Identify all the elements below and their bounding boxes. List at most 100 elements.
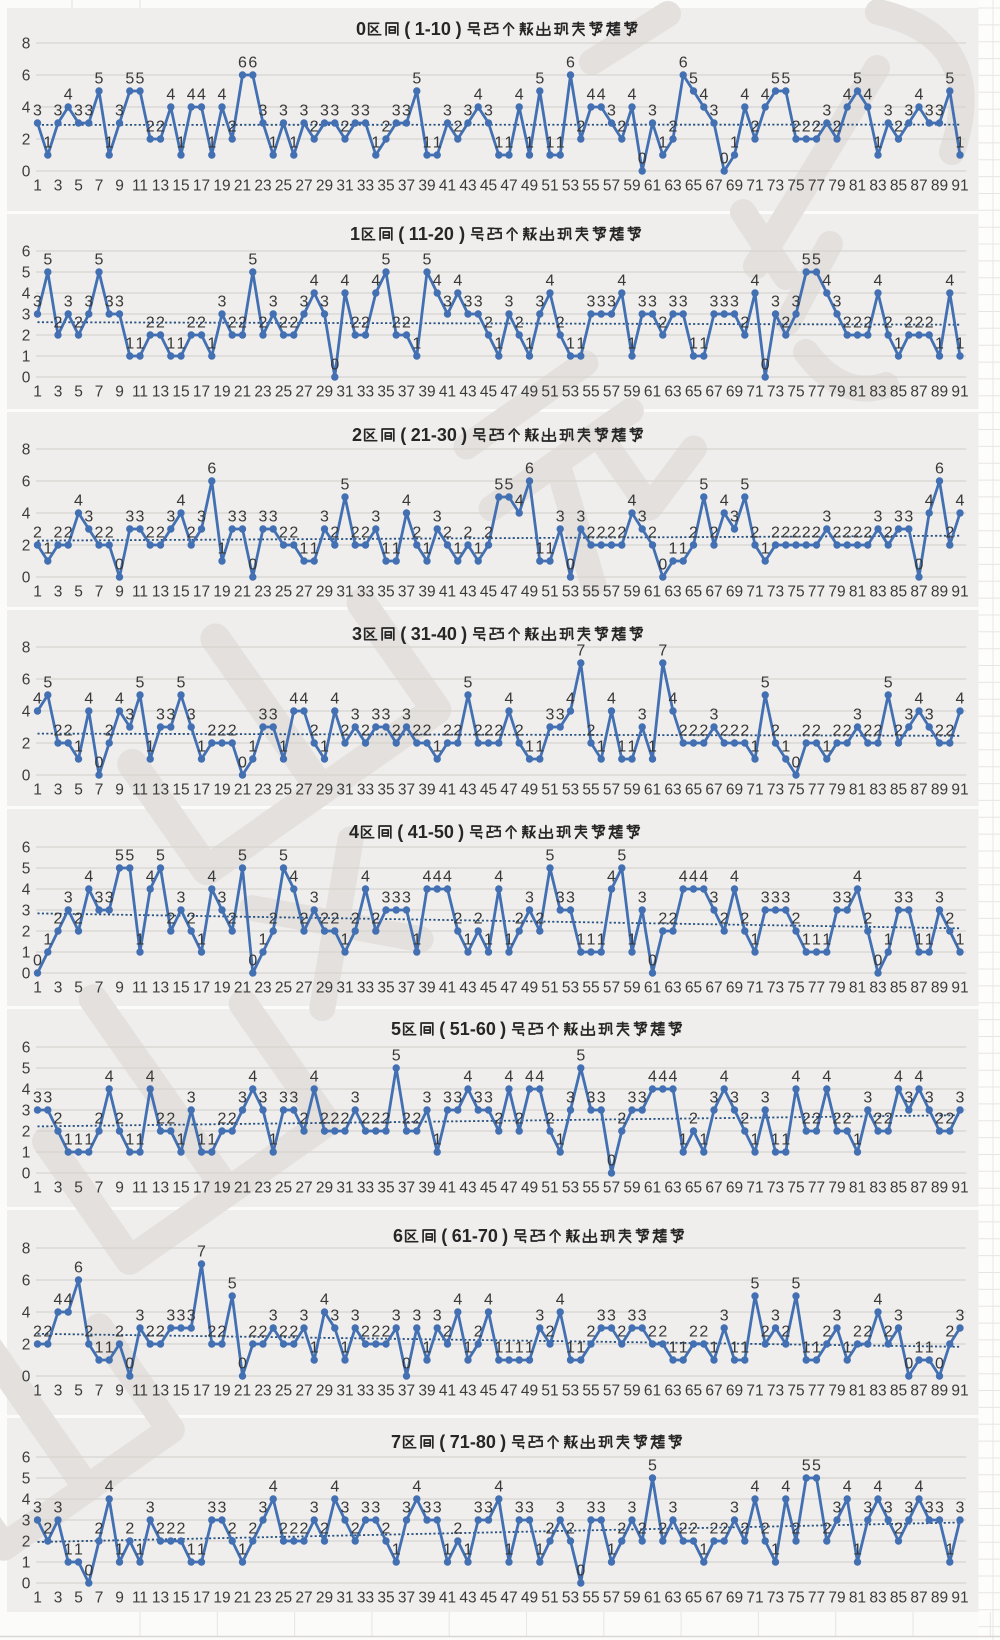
svg-text:3: 3 — [822, 103, 831, 120]
svg-text:2: 2 — [74, 911, 83, 928]
svg-text:3: 3 — [710, 890, 719, 907]
svg-text:3: 3 — [597, 294, 606, 311]
svg-text:2: 2 — [33, 525, 42, 542]
svg-text:2: 2 — [361, 723, 370, 740]
svg-text:2: 2 — [833, 525, 842, 542]
svg-text:2: 2 — [925, 315, 934, 332]
svg-text:2: 2 — [853, 1324, 862, 1341]
svg-text:0: 0 — [238, 1356, 247, 1373]
svg-text:3: 3 — [587, 1500, 596, 1517]
svg-text:65: 65 — [685, 1383, 702, 1400]
svg-text:1: 1 — [566, 336, 575, 353]
svg-text:3: 3 — [607, 294, 616, 311]
svg-text:73: 73 — [767, 1590, 784, 1607]
svg-text:37: 37 — [398, 782, 415, 799]
svg-text:4: 4 — [207, 869, 216, 886]
svg-text:5: 5 — [884, 675, 893, 692]
svg-text:5: 5 — [812, 1458, 821, 1475]
svg-text:0: 0 — [402, 1356, 411, 1373]
svg-text:1: 1 — [761, 541, 770, 558]
svg-text:43: 43 — [459, 1590, 476, 1607]
svg-text:19: 19 — [213, 782, 230, 799]
svg-text:5: 5 — [248, 252, 257, 269]
svg-text:1: 1 — [187, 1542, 196, 1559]
svg-text:2: 2 — [833, 1111, 842, 1128]
svg-text:67: 67 — [705, 1590, 722, 1607]
svg-text:2: 2 — [689, 1324, 698, 1341]
svg-text:21: 21 — [234, 980, 251, 997]
svg-text:4: 4 — [474, 87, 483, 104]
svg-text:3: 3 — [300, 294, 309, 311]
svg-text:1: 1 — [310, 541, 319, 558]
svg-text:2: 2 — [156, 119, 165, 136]
svg-text:5: 5 — [812, 252, 821, 269]
svg-text:2: 2 — [884, 525, 893, 542]
svg-text:5: 5 — [177, 675, 186, 692]
svg-text:3: 3 — [146, 1500, 155, 1517]
svg-text:4: 4 — [863, 87, 872, 104]
svg-text:0: 0 — [648, 953, 657, 970]
svg-text:7: 7 — [197, 1244, 206, 1261]
svg-text:2: 2 — [74, 315, 83, 332]
svg-text:25: 25 — [275, 178, 292, 195]
svg-text:2: 2 — [300, 911, 309, 928]
svg-text:3: 3 — [648, 103, 657, 120]
svg-text:1: 1 — [822, 932, 831, 949]
svg-text:5: 5 — [802, 252, 811, 269]
svg-text:73: 73 — [767, 1383, 784, 1400]
svg-text:3: 3 — [402, 707, 411, 724]
svg-text:5: 5 — [546, 848, 555, 865]
svg-text:2: 2 — [228, 315, 237, 332]
svg-text:83: 83 — [869, 980, 886, 997]
svg-text:2: 2 — [54, 315, 63, 332]
svg-text:1-10: 1-10 — [415, 19, 451, 39]
svg-text:55: 55 — [582, 980, 599, 997]
svg-text:(: ( — [397, 822, 403, 842]
svg-text:2: 2 — [884, 1111, 893, 1128]
svg-text:1: 1 — [300, 541, 309, 558]
svg-text:3: 3 — [505, 294, 514, 311]
svg-text:): ) — [456, 19, 462, 39]
svg-text:3: 3 — [84, 103, 93, 120]
svg-text:2: 2 — [22, 924, 31, 941]
svg-text:2: 2 — [771, 723, 780, 740]
svg-text:3: 3 — [904, 1500, 913, 1517]
svg-text:0: 0 — [792, 755, 801, 772]
svg-text:1: 1 — [607, 1542, 616, 1559]
svg-text:3: 3 — [956, 1308, 965, 1325]
svg-text:37: 37 — [398, 584, 415, 601]
svg-text:4: 4 — [822, 273, 831, 290]
svg-text:2: 2 — [576, 119, 585, 136]
svg-text:19: 19 — [213, 1180, 230, 1197]
svg-text:57: 57 — [603, 384, 620, 401]
svg-text:): ) — [458, 822, 464, 842]
svg-text:2: 2 — [54, 1111, 63, 1128]
svg-text:61: 61 — [644, 1180, 661, 1197]
svg-text:1: 1 — [423, 135, 432, 152]
svg-text:27: 27 — [295, 384, 312, 401]
svg-text:7: 7 — [95, 980, 104, 997]
svg-text:2: 2 — [412, 1111, 421, 1128]
svg-text:3: 3 — [300, 103, 309, 120]
svg-text:3: 3 — [669, 1500, 678, 1517]
svg-text:29: 29 — [316, 584, 333, 601]
svg-text:11: 11 — [132, 384, 148, 401]
svg-text:2: 2 — [352, 425, 362, 445]
svg-text:2: 2 — [22, 1124, 31, 1141]
svg-text:33: 33 — [357, 980, 374, 997]
svg-text:2: 2 — [207, 1324, 216, 1341]
svg-text:4: 4 — [894, 1069, 903, 1086]
svg-text:43: 43 — [459, 178, 476, 195]
svg-text:2: 2 — [822, 1324, 831, 1341]
svg-text:2: 2 — [412, 723, 421, 740]
svg-text:2: 2 — [320, 911, 329, 928]
svg-text:2: 2 — [156, 1521, 165, 1538]
svg-text:31-40: 31-40 — [411, 624, 457, 644]
svg-text:59: 59 — [623, 1180, 640, 1197]
svg-text:3: 3 — [95, 890, 104, 907]
svg-text:5: 5 — [136, 675, 145, 692]
svg-text:3: 3 — [525, 1500, 534, 1517]
svg-text:1: 1 — [505, 1542, 514, 1559]
svg-text:1: 1 — [207, 336, 216, 353]
svg-text:47: 47 — [500, 1180, 517, 1197]
